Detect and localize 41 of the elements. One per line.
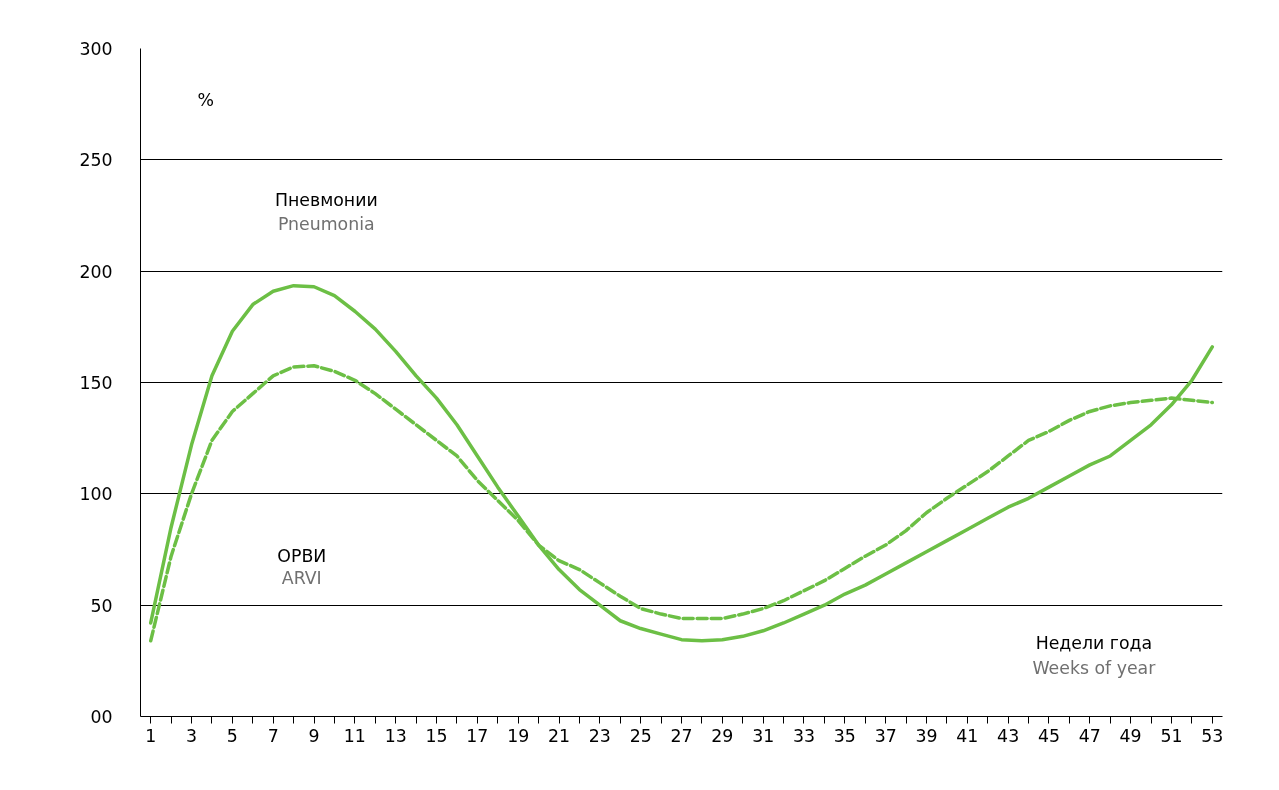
y-tick-label: 200	[79, 261, 113, 282]
x-tick-label: 39	[915, 725, 938, 746]
y-tick-label: 50	[90, 595, 113, 616]
x-tick-label: 1	[145, 725, 157, 746]
x-tick-label: 5	[226, 725, 238, 746]
x-tick-label: 27	[670, 725, 693, 746]
x-tick-label: 11	[343, 725, 366, 746]
x-tick-label: 25	[629, 725, 652, 746]
x-tick-label: 29	[711, 725, 734, 746]
y-tick-label: 150	[79, 373, 113, 393]
x-tick-label: 31	[752, 725, 775, 746]
x-tick-label: 9	[308, 725, 320, 746]
x-tick-label: 15	[425, 725, 448, 746]
x-tick-label: 7	[267, 725, 279, 746]
y-tick-label: 100	[79, 484, 113, 505]
x-tick-label: 47	[1078, 725, 1101, 746]
y-tick-label: 00	[90, 707, 113, 727]
x-tick-label: 43	[997, 725, 1020, 746]
x-tick-label: 17	[466, 725, 489, 746]
x-tick-label: 51	[1160, 725, 1183, 746]
annotation: Weeks of year	[1032, 657, 1157, 678]
y-tick-label: 300	[79, 39, 113, 59]
annotation: ОРВИ	[277, 546, 327, 567]
x-tick-label: 45	[1037, 725, 1061, 746]
y-axis-title: %	[197, 89, 215, 110]
annotation: Пневмонии	[274, 189, 378, 210]
annotation: Недели года	[1035, 633, 1153, 654]
x-tick-label: 41	[956, 725, 979, 746]
x-tick-label: 37	[874, 725, 897, 746]
x-tick-label: 23	[588, 725, 611, 746]
x-tick-label: 53	[1201, 725, 1224, 746]
x-tick-label: 19	[507, 725, 530, 746]
y-tick-label: 250	[79, 150, 113, 171]
x-tick-label: 13	[384, 725, 407, 746]
annotation: Pneumonia	[277, 214, 375, 235]
x-tick-label: 35	[833, 725, 856, 746]
annotation: ARVI	[281, 568, 322, 589]
x-tick-label: 3	[186, 725, 198, 746]
x-tick-label: 21	[547, 725, 571, 746]
x-tick-label: 49	[1119, 725, 1142, 746]
x-tick-label: 33	[792, 725, 816, 746]
